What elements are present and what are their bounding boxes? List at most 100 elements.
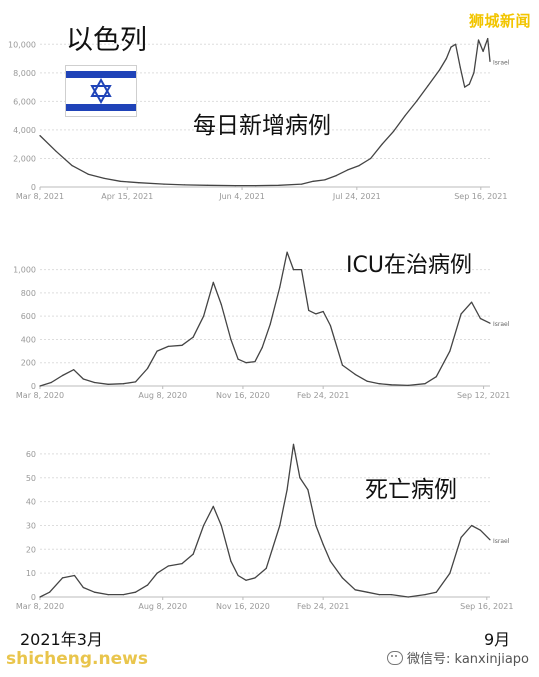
data-point xyxy=(192,553,194,555)
data-point xyxy=(156,572,158,574)
data-point xyxy=(87,173,89,175)
series-label: Israel xyxy=(493,321,510,328)
data-point xyxy=(477,39,480,41)
y-tick-label: 10 xyxy=(26,569,36,578)
y-tick-label: 800 xyxy=(21,289,36,298)
data-point xyxy=(265,567,267,570)
x-tick-label: Nov 16, 2020 xyxy=(216,602,270,611)
x-tick-label: Feb 24, 2021 xyxy=(297,602,349,611)
data-point xyxy=(415,100,418,102)
data-point xyxy=(329,560,331,562)
data-point xyxy=(347,169,349,171)
data-point xyxy=(449,350,451,352)
data-point xyxy=(460,536,462,539)
data-point xyxy=(255,185,257,187)
data-point xyxy=(50,381,52,384)
data-point xyxy=(82,378,84,380)
data-point xyxy=(312,180,314,182)
data-point xyxy=(254,361,256,363)
data-point xyxy=(404,115,406,117)
watermark-bottom-right-text: 微信号: kanxinjiapo xyxy=(407,652,529,667)
icu-cases-annotation: ICU在治病例 xyxy=(346,253,472,278)
x-tick-label: Apr 15, 2021 xyxy=(101,192,153,201)
y-tick-label: 600 xyxy=(21,312,36,321)
data-point xyxy=(358,165,360,167)
data-point xyxy=(489,322,491,324)
data-point xyxy=(245,362,247,364)
data-point xyxy=(308,309,310,311)
data-point xyxy=(322,310,324,313)
data-point xyxy=(93,591,96,593)
watermark-bottom-left: shicheng.news xyxy=(6,649,148,669)
data-point xyxy=(122,594,124,596)
x-tick-label: Jun 4, 2021 xyxy=(218,192,265,201)
y-tick-label: 200 xyxy=(21,359,36,368)
y-tick-label: 20 xyxy=(26,545,36,554)
series-label: Israel xyxy=(493,59,510,66)
data-point xyxy=(301,183,303,185)
data-point xyxy=(307,489,309,491)
israel-flag-icon xyxy=(65,65,137,117)
data-point xyxy=(245,579,247,581)
data-point xyxy=(55,150,57,152)
x-tick-label: Sep 16, 2021 xyxy=(460,602,513,611)
data-point xyxy=(449,572,451,574)
data-point xyxy=(107,594,109,596)
x-tick-label: Mar 8, 2020 xyxy=(16,602,64,611)
data-point xyxy=(146,367,149,370)
data-point xyxy=(487,38,489,40)
data-point xyxy=(279,524,281,527)
data-point xyxy=(254,577,256,579)
data-point xyxy=(450,46,452,48)
y-tick-label: 60 xyxy=(26,450,36,459)
data-point xyxy=(315,313,317,315)
y-tick-label: 30 xyxy=(26,521,36,530)
data-point xyxy=(71,165,73,167)
data-point xyxy=(424,594,426,596)
data-point xyxy=(366,380,368,382)
daily-cases-annotation: 每日新增病例 xyxy=(193,113,331,139)
country-title: 以色列 xyxy=(66,25,147,56)
wechat-icon xyxy=(387,650,404,665)
footer-right-label: 9月 xyxy=(484,630,511,649)
y-tick-label: 0 xyxy=(31,183,36,192)
data-point xyxy=(82,586,84,589)
data-point xyxy=(122,383,124,385)
data-point xyxy=(286,489,288,491)
data-point xyxy=(341,577,343,579)
data-point xyxy=(390,594,392,596)
data-point xyxy=(181,344,183,346)
data-point xyxy=(322,543,324,546)
data-point xyxy=(61,577,64,579)
data-point xyxy=(163,183,165,185)
y-tick-label: 4,000 xyxy=(13,126,36,135)
data-point xyxy=(167,565,169,567)
data-point xyxy=(354,589,356,591)
data-point xyxy=(438,69,441,71)
data-point xyxy=(473,72,475,74)
data-point xyxy=(407,384,409,386)
data-point xyxy=(445,57,447,60)
data-point xyxy=(460,313,462,315)
data-point xyxy=(203,524,205,527)
data-point xyxy=(427,85,429,87)
data-point xyxy=(220,524,222,527)
data-point xyxy=(393,130,395,132)
y-tick-label: 40 xyxy=(26,498,36,507)
data-point xyxy=(167,345,169,347)
data-point xyxy=(93,381,96,384)
data-point xyxy=(138,182,140,184)
data-point xyxy=(269,323,271,325)
data-point xyxy=(49,591,51,593)
y-tick-label: 1,000 xyxy=(13,266,36,275)
data-point xyxy=(378,383,380,385)
data-point xyxy=(278,184,280,186)
data-point xyxy=(468,83,470,85)
data-point xyxy=(354,373,356,375)
data-point xyxy=(300,269,303,271)
data-point xyxy=(471,301,473,303)
y-tick-label: 8,000 xyxy=(13,69,36,78)
data-point xyxy=(230,560,232,562)
